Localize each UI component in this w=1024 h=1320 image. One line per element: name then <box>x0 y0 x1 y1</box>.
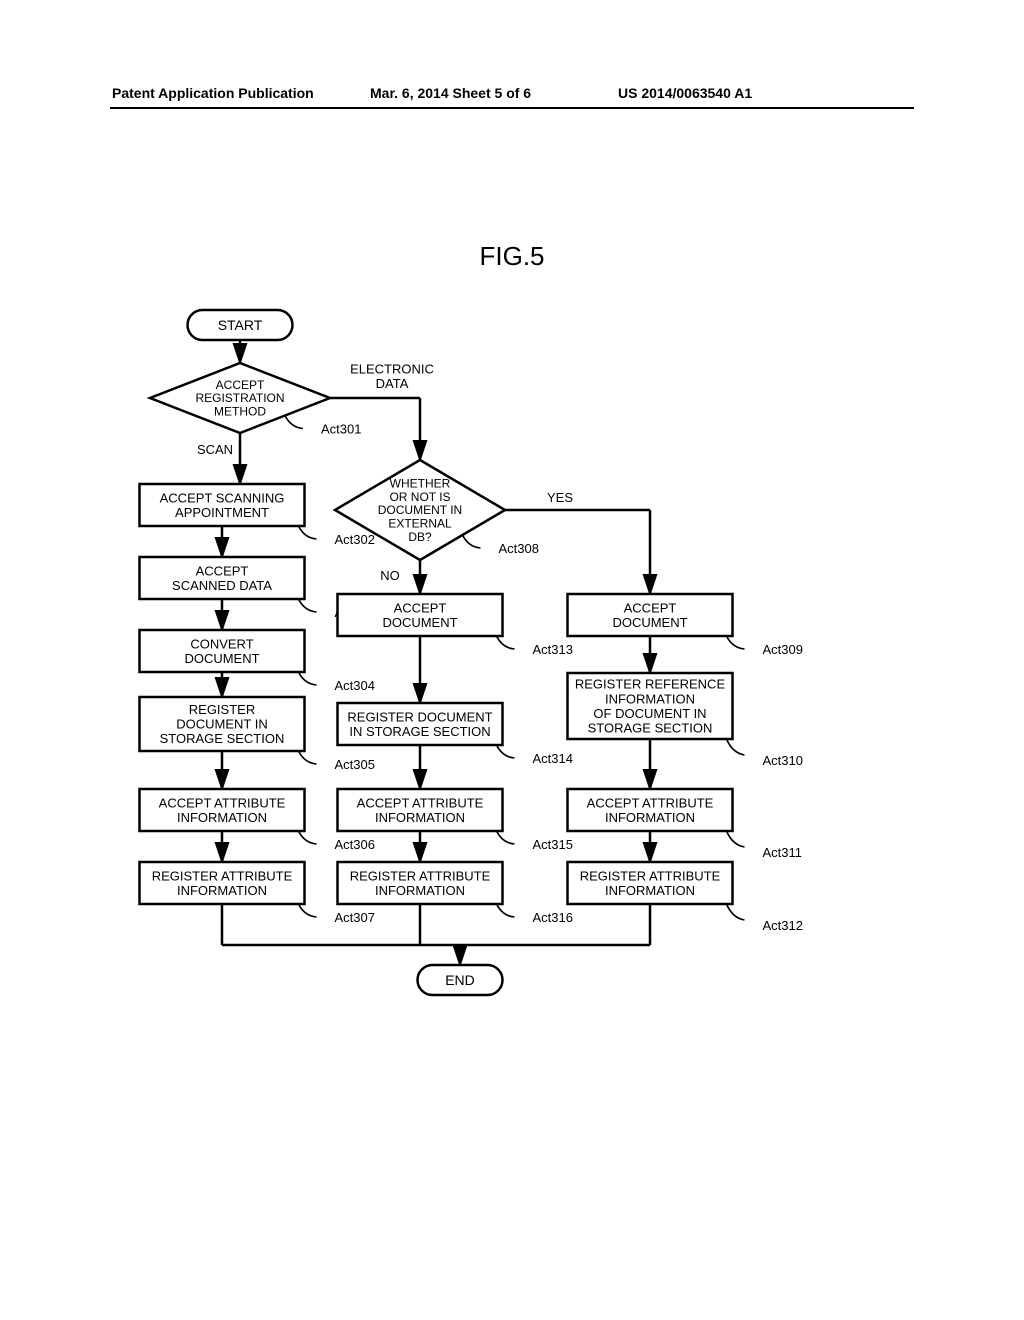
svg-text:ACCEPT ATTRIBUTEINFORMATION: ACCEPT ATTRIBUTEINFORMATION <box>587 795 714 825</box>
svg-text:CONVERTDOCUMENT: CONVERTDOCUMENT <box>184 636 259 666</box>
svg-text:Act306: Act306 <box>335 837 375 852</box>
svg-text:REGISTER REFERENCEINFORMATIONO: REGISTER REFERENCEINFORMATIONOF DOCUMENT… <box>575 677 726 736</box>
svg-text:REGISTER DOCUMENTIN STORAGE SE: REGISTER DOCUMENTIN STORAGE SECTION <box>347 709 492 739</box>
svg-text:Act305: Act305 <box>335 757 375 772</box>
svg-text:Act314: Act314 <box>533 751 573 766</box>
svg-text:YES: YES <box>547 490 573 505</box>
svg-text:Act309: Act309 <box>763 642 803 657</box>
svg-text:Act301: Act301 <box>321 422 361 437</box>
svg-text:SCAN: SCAN <box>197 442 233 457</box>
svg-text:Act302: Act302 <box>335 532 375 547</box>
svg-text:Act310: Act310 <box>763 753 803 768</box>
page: Patent Application Publication Mar. 6, 2… <box>0 0 1024 1320</box>
svg-text:ACCEPT ATTRIBUTEINFORMATION: ACCEPT ATTRIBUTEINFORMATION <box>357 795 484 825</box>
svg-text:Act304: Act304 <box>335 678 375 693</box>
figure-title: FIG.5 <box>479 241 544 271</box>
svg-text:Act313: Act313 <box>533 642 573 657</box>
svg-text:ELECTRONICDATA: ELECTRONICDATA <box>350 361 434 391</box>
svg-text:Act311: Act311 <box>763 845 803 860</box>
svg-text:Act312: Act312 <box>763 918 803 933</box>
svg-text:ACCEPT ATTRIBUTEINFORMATION: ACCEPT ATTRIBUTEINFORMATION <box>159 795 286 825</box>
svg-text:ACCEPTDOCUMENT: ACCEPTDOCUMENT <box>612 600 687 630</box>
svg-text:END: END <box>445 972 475 988</box>
svg-text:Act316: Act316 <box>533 910 573 925</box>
svg-text:Act315: Act315 <box>533 837 573 852</box>
svg-text:ACCEPT SCANNINGAPPOINTMENT: ACCEPT SCANNINGAPPOINTMENT <box>160 490 285 520</box>
figure-svg: FIG.5SCANELECTRONICDATANOYESSTARTACCEPTR… <box>0 0 1024 1320</box>
svg-text:Act308: Act308 <box>499 541 539 556</box>
svg-text:Act307: Act307 <box>335 910 375 925</box>
svg-text:ACCEPTDOCUMENT: ACCEPTDOCUMENT <box>382 600 457 630</box>
svg-text:NO: NO <box>380 568 400 583</box>
svg-text:START: START <box>218 317 263 333</box>
